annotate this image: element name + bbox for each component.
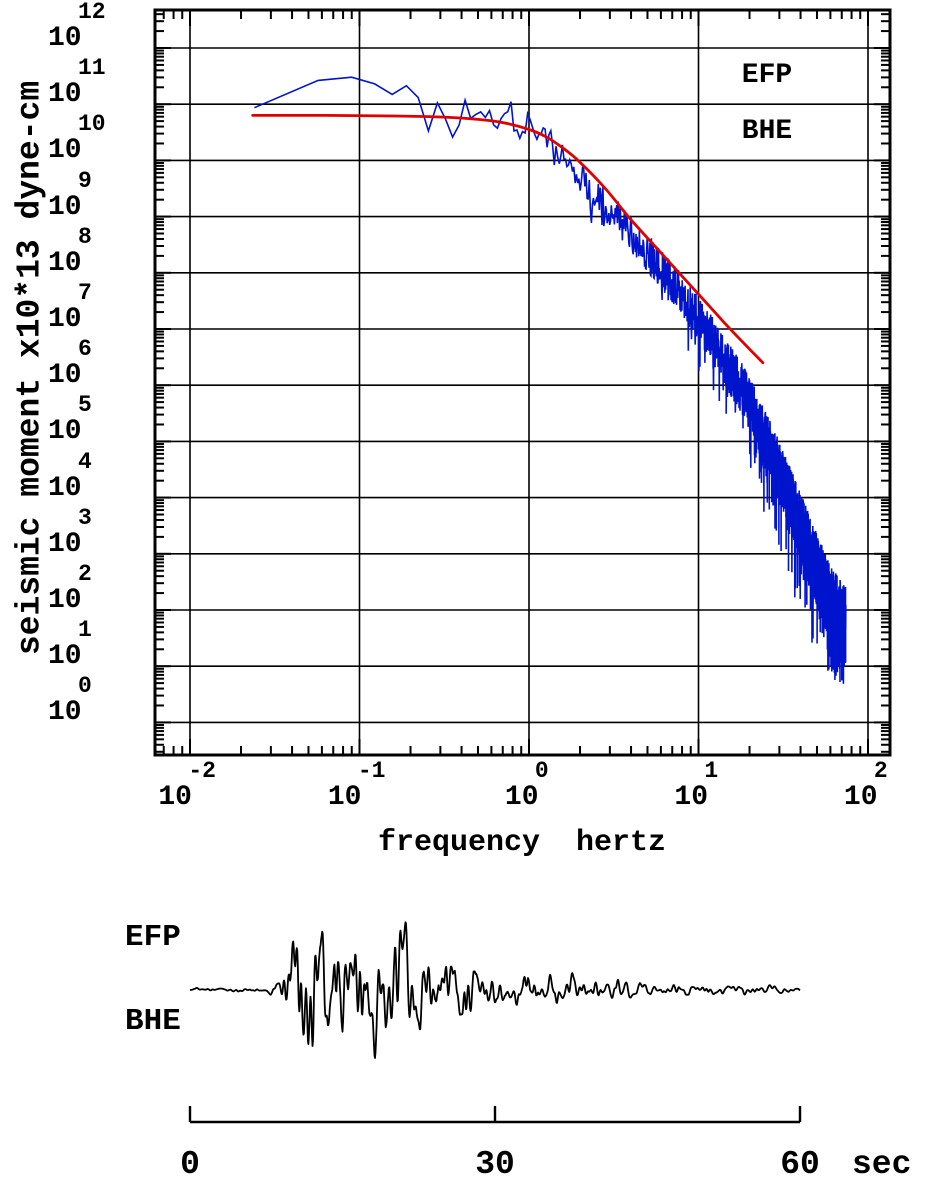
y-tick-label: 6 10 — [48, 338, 92, 390]
tick-exponent: 7 — [78, 280, 92, 306]
tick-base: 10 — [48, 697, 82, 729]
time-scale-bar — [188, 1106, 802, 1124]
y-tick-label: 11 10 — [48, 57, 106, 109]
tick-exponent: 0 — [534, 758, 549, 784]
y-tick-label: 5 10 — [48, 394, 92, 446]
x-tick-label: 2 10 — [844, 760, 888, 812]
tick-base: 10 — [48, 135, 82, 167]
y-tick-label: 7 10 — [48, 282, 92, 334]
tick-base: 10 — [48, 585, 82, 616]
tick-base: 10 — [48, 247, 82, 279]
seismogram-channel-label: BHE — [125, 1004, 181, 1039]
tick-exponent: 12 — [78, 0, 106, 25]
tick-base: 10 — [48, 23, 82, 54]
x-tick-label: -2 10 — [158, 760, 216, 812]
tick-exponent: 2 — [873, 758, 888, 784]
tick-exponent: 9 — [78, 167, 92, 194]
x-tick-label: 0 10 — [505, 760, 549, 812]
y-axis-title: seismic moment x10*13 dyne-cm — [11, 80, 49, 656]
time-tick-label-0: 0 — [180, 1146, 200, 1183]
x-tick-label: 1 10 — [674, 760, 718, 812]
tick-exponent: 1 — [78, 617, 92, 644]
model-fit-line — [251, 113, 765, 365]
legend-station-label: EFP — [741, 60, 793, 91]
tick-exponent: 3 — [78, 504, 92, 531]
y-tick-label: 1 10 — [48, 619, 92, 671]
legend-channel-label: BHE — [741, 116, 793, 147]
y-tick-label: 9 10 — [48, 167, 92, 223]
time-tick-label-60: 60 — [780, 1146, 820, 1183]
y-tick-label: 10 10 — [48, 113, 106, 165]
tick-exponent: 0 — [78, 673, 92, 700]
tick-base: 10 — [48, 641, 82, 673]
time-unit-label: sec — [852, 1146, 912, 1183]
y-tick-label: 4 10 — [48, 448, 92, 504]
tick-base: 10 — [843, 782, 878, 813]
plot-frame — [153, 8, 892, 757]
time-tick-label-30: 30 — [475, 1146, 515, 1183]
tick-base: 10 — [48, 360, 82, 392]
x-tick-label: -1 10 — [328, 760, 386, 812]
y-tick-label: 12 10 — [48, 1, 106, 53]
tick-exponent: 2 — [78, 561, 92, 587]
y-tick-label: 0 10 — [48, 675, 92, 727]
tick-base: 10 — [48, 528, 82, 560]
tick-base: 10 — [48, 416, 82, 448]
seismogram-station-label: EFP — [125, 920, 181, 955]
tick-base: 10 — [48, 79, 82, 111]
tick-exponent: 10 — [78, 111, 106, 138]
tick-exponent: -2 — [188, 758, 216, 784]
tick-exponent: 4 — [78, 448, 92, 475]
tick-base: 10 — [48, 472, 82, 504]
observed-spectrum-line — [254, 76, 847, 684]
tick-base: 10 — [504, 782, 539, 813]
y-tick-label: 8 10 — [48, 223, 92, 279]
tick-base: 10 — [48, 304, 82, 335]
tick-base: 10 — [327, 782, 362, 813]
tick-exponent: 1 — [704, 758, 719, 784]
tick-exponent: 11 — [78, 55, 106, 82]
tick-exponent: 6 — [78, 336, 92, 363]
y-tick-label: 2 10 — [48, 563, 92, 615]
y-tick-label: 3 10 — [48, 504, 92, 560]
x-axis-title: frequency hertz — [377, 826, 667, 860]
tick-base: 10 — [674, 782, 709, 813]
tick-base: 10 — [158, 782, 192, 813]
tick-exponent: 8 — [78, 223, 92, 250]
tick-exponent: -1 — [357, 758, 386, 784]
seismogram-trace — [189, 921, 801, 1059]
tick-base: 10 — [48, 191, 82, 223]
tick-exponent: 5 — [78, 392, 92, 419]
